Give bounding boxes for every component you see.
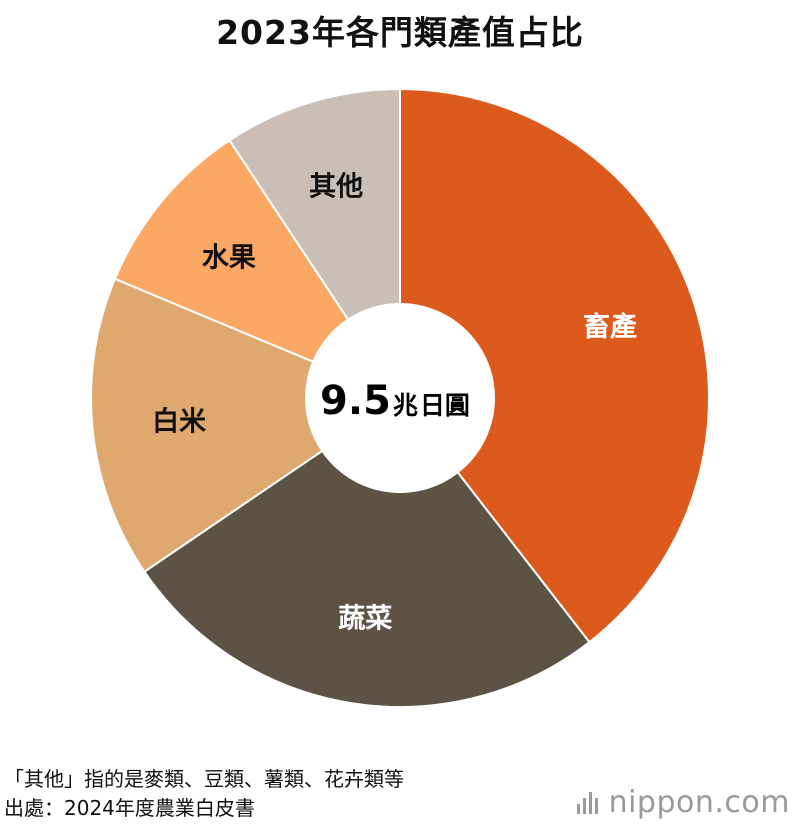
slice-label-4: 其他 — [309, 171, 363, 202]
center-unit-trillion: 兆 — [393, 391, 418, 420]
brand-suffix: .com — [714, 785, 790, 820]
center-value: 9.5 — [320, 378, 391, 424]
pie-slice-1 — [143, 396, 591, 708]
slice-label-3: 水果 — [202, 243, 256, 274]
center-total-label: 9.5兆日圓 — [320, 378, 470, 424]
slice-label-1: 蔬菜 — [338, 603, 392, 634]
slice-label-2: 白米 — [152, 405, 206, 437]
footnote-other-definition: 「其他」指的是麥類、豆類、薯類、花卉類等 — [4, 767, 404, 791]
slice-label-0: 畜產 — [583, 311, 637, 343]
center-hole — [305, 303, 495, 493]
pie-slice-3 — [113, 138, 403, 401]
footnote-source: 出處：2024年度農業白皮書 — [4, 796, 255, 820]
nippon-logo-icon — [576, 791, 601, 814]
brand-logo: nippon .com — [576, 785, 790, 820]
pie-slice-0 — [399, 87, 710, 644]
footnotes: 「其他」指的是麥類、豆類、薯類、花卉類等 出處：2024年度農業白皮書 — [4, 765, 404, 823]
center-unit-yen: 日圓 — [420, 391, 470, 420]
chart-title: 2023年各門類產值占比 — [216, 13, 584, 52]
brand-name: nippon — [608, 785, 715, 820]
pie-slice-2 — [90, 277, 403, 574]
